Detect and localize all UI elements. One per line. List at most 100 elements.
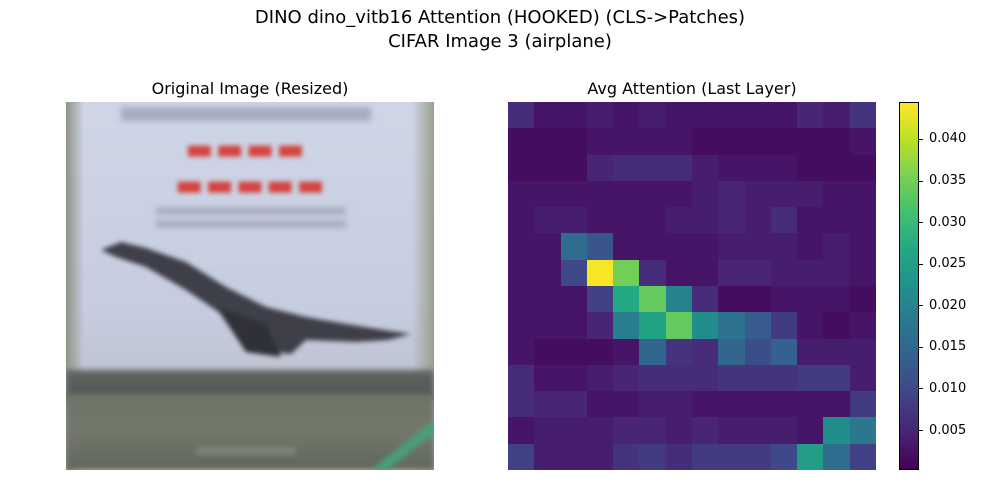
heatmap-cell (744, 364, 771, 392)
heatmap-cell (560, 233, 587, 260)
heatmap-cell (744, 417, 771, 444)
heatmap-cell (534, 207, 561, 234)
heatmap-cell (665, 233, 692, 260)
heatmap-cell (586, 128, 614, 155)
heatmap-cell (823, 207, 850, 234)
photo-footer-text (196, 447, 296, 455)
heatmap-cell (534, 233, 561, 260)
heatmap-cell (613, 443, 640, 470)
heatmap-cell (770, 338, 798, 365)
heatmap-cell (586, 233, 614, 260)
figure-title: DINO dino_vitb16 Attention (HOOKED) (CLS… (254, 7, 746, 28)
colorbar-tick-mark (918, 263, 923, 265)
heatmap-cell (665, 180, 692, 208)
heatmap-cell (560, 417, 587, 444)
heatmap-cell (797, 102, 824, 129)
heatmap-cell (823, 180, 850, 208)
colorbar-tick-mark (918, 138, 923, 140)
heatmap-cell (718, 417, 745, 444)
heatmap-cell (586, 102, 614, 129)
heatmap-cell (770, 286, 798, 313)
heatmap-cell (797, 443, 824, 470)
heatmap-cell (508, 364, 535, 392)
colorbar-tick-label: 0.005 (929, 422, 967, 438)
heatmap-cell (770, 180, 798, 208)
heatmap-cell (560, 180, 587, 208)
heatmap-cell (692, 312, 719, 339)
heatmap-cell (534, 154, 561, 181)
colorbar-tick: 0.025 (918, 257, 966, 271)
heatmap-cell (718, 207, 745, 234)
heatmap-cell (823, 286, 850, 313)
heatmap-cell (849, 180, 876, 208)
heatmap-cell (718, 259, 745, 286)
heatmap-cell (560, 102, 587, 129)
heatmap-cell (639, 128, 666, 155)
heatmap-cell (508, 286, 535, 313)
heatmap-cell (718, 391, 745, 418)
colorbar-tick: 0.040 (918, 132, 966, 146)
photo-red-title-line-2: ▬▬▬▬▬ (175, 168, 327, 203)
heatmap-cell (692, 391, 719, 418)
colorbar-tick-label: 0.040 (929, 131, 967, 147)
heatmap-cell (849, 338, 876, 365)
heatmap-cell (613, 154, 640, 181)
heatmap-cell (613, 180, 640, 208)
colorbar-ticks: 0.005 0.010 0.015 0.020 0.025 0.030 0.035 0.040 (918, 102, 998, 470)
heatmap-cell (823, 154, 850, 181)
heatmap-cell (639, 259, 666, 286)
heatmap-cell (849, 233, 876, 260)
heatmap-cell (613, 391, 640, 418)
original-image-title: Original Image (Resized) (151, 79, 349, 98)
heatmap-cell (639, 207, 666, 234)
colorbar-tick-mark (918, 180, 923, 182)
heatmap-cell (613, 207, 640, 234)
heatmap-cell (508, 207, 535, 234)
heatmap-cell (849, 128, 876, 155)
heatmap-cell (744, 207, 771, 234)
colorbar-tick-mark (918, 346, 923, 348)
heatmap-cell (797, 364, 824, 392)
colorbar-tick: 0.020 (918, 298, 966, 313)
heatmap-cell (586, 154, 614, 181)
heatmap-cell (534, 128, 561, 155)
heatmap-cell (639, 154, 666, 181)
colorbar-tick-label: 0.035 (929, 173, 967, 189)
heatmap-cell (586, 443, 614, 470)
heatmap-cell (744, 443, 771, 470)
heatmap-cell (665, 207, 692, 234)
heatmap-cell (508, 154, 535, 181)
heatmap-cell (849, 417, 876, 444)
heatmap-cell (560, 443, 587, 470)
heatmap-cell (534, 338, 561, 365)
heatmap-cell (744, 180, 771, 208)
heatmap-cell (665, 364, 692, 392)
heatmap-cell (692, 417, 719, 444)
heatmap-cell (665, 154, 692, 181)
colorbar-tick-mark (918, 222, 923, 224)
heatmap-cell (849, 364, 876, 392)
heatmap-cell (586, 259, 614, 286)
heatmap-cell (692, 207, 719, 234)
heatmap-cell (639, 286, 666, 313)
heatmap-cell (586, 391, 614, 418)
heatmap-cell (508, 180, 535, 208)
colorbar-tick: 0.010 (918, 381, 966, 396)
heatmap-cell (639, 102, 666, 129)
heatmap-cell (534, 443, 561, 470)
heatmap-cell (718, 233, 745, 260)
heatmap-cell (586, 364, 614, 392)
colorbar-tick: 0.030 (918, 215, 966, 230)
heatmap-cell (823, 443, 850, 470)
heatmap-cell (665, 102, 692, 129)
heatmap-cell (639, 391, 666, 418)
heatmap-cell (849, 259, 876, 286)
heatmap-cell (823, 391, 850, 418)
colorbar-tick-label: 0.015 (929, 339, 967, 355)
heatmap-cell (744, 286, 771, 313)
heatmap-cell (797, 338, 824, 365)
heatmap-cell (744, 338, 771, 365)
heatmap-cell (823, 259, 850, 286)
heatmap-cell (797, 417, 824, 444)
heatmap-cell (665, 417, 692, 444)
